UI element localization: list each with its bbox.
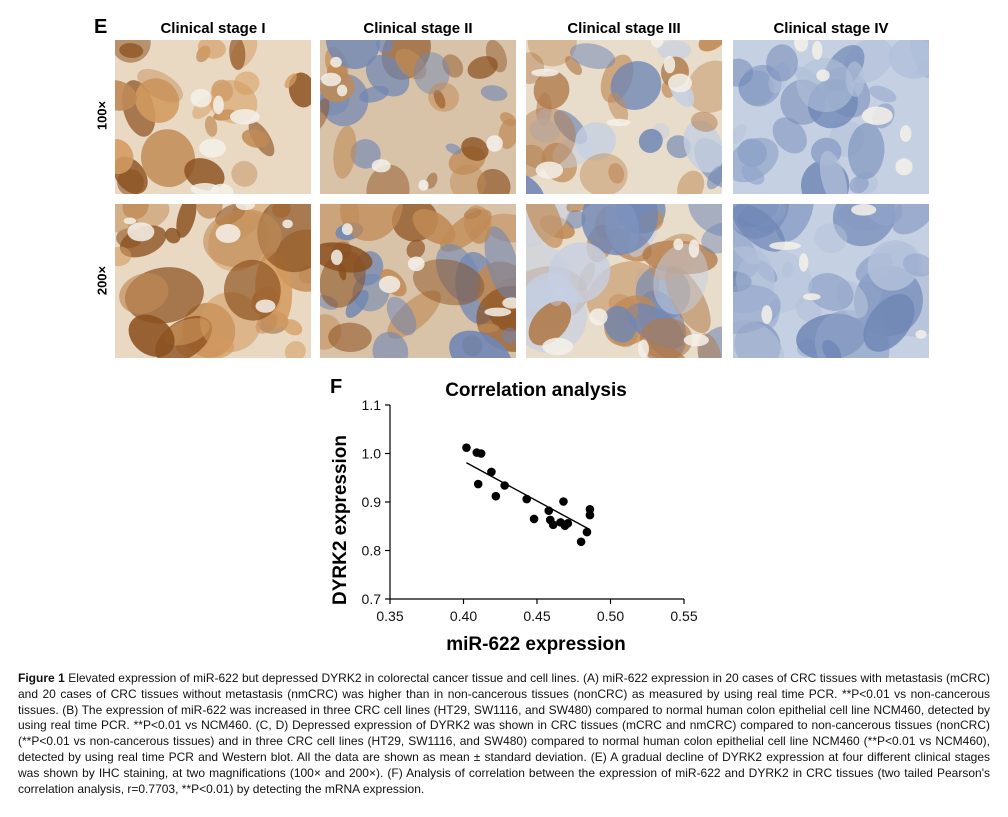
ihc-image-stage-2-200x [320,204,516,358]
y-tick-label: 1.0 [362,446,382,462]
data-point [473,479,483,489]
data-point [582,527,592,537]
column-label-stage-1: Clinical stage I [160,20,266,37]
y-tick-label: 1.1 [362,397,382,413]
ihc-image-stage-1-200x [115,204,311,358]
data-point [476,449,486,458]
x-tick-label: 0.45 [523,608,550,624]
caption-lead: Elevated expression of miR-622 but depre… [68,671,580,685]
y-axis-title: DYRK2 expression [330,435,351,605]
data-point [529,514,539,524]
column-label-stage-4: Clinical stage IV [773,20,889,37]
data-point [462,443,471,452]
ihc-image-stage-1-100x [115,40,311,194]
caption-figure-number: Figure 1 [18,671,65,685]
plot-area: 0.35 0.40 0.45 0.50 0.55 0.7 0.8 0.9 1.0 1.1 [362,397,698,624]
x-tick-label: 0.40 [450,608,477,624]
correlation-scatter-plot: Correlation analysis DYRK2 expression mi… [330,380,698,655]
caption-body: (A) miR-622 expression in 20 cases of CR… [18,671,990,796]
column-label-stage-2: Clinical stage II [363,20,473,37]
ihc-image-stage-3-200x [526,204,722,358]
ihc-image-stage-3-100x [526,40,722,194]
data-point [487,467,496,477]
row-label-100x: 100× [94,100,110,131]
data-point [544,506,554,516]
panel-f-letter: F [330,376,343,398]
data-point [563,519,573,528]
ihc-image-stage-2-100x [320,40,516,194]
figure-caption: Figure 1 Elevated expression of miR-622 … [18,671,990,797]
x-tick-label: 0.55 [670,608,697,624]
x-tick-label: 0.50 [597,608,624,624]
y-tick-label: 0.8 [362,543,382,559]
data-point [576,537,586,547]
data-point [500,481,509,490]
ihc-image-stage-4-100x [733,40,929,194]
data-point [585,510,595,520]
data-point [559,497,568,506]
y-tick-label: 0.9 [362,494,382,510]
ihc-image-stage-4-200x [733,204,929,358]
chart-title: Correlation analysis [445,380,627,401]
data-point [491,491,501,501]
x-axis-title: miR-622 expression [446,634,626,655]
data-point [548,520,558,530]
x-tick-label: 0.35 [376,608,403,624]
panel-e-letter: E [94,16,108,38]
column-label-stage-3: Clinical stage III [567,20,681,37]
y-tick-label: 0.7 [362,591,382,607]
data-point [522,494,532,504]
row-label-200x: 200× [94,265,110,296]
